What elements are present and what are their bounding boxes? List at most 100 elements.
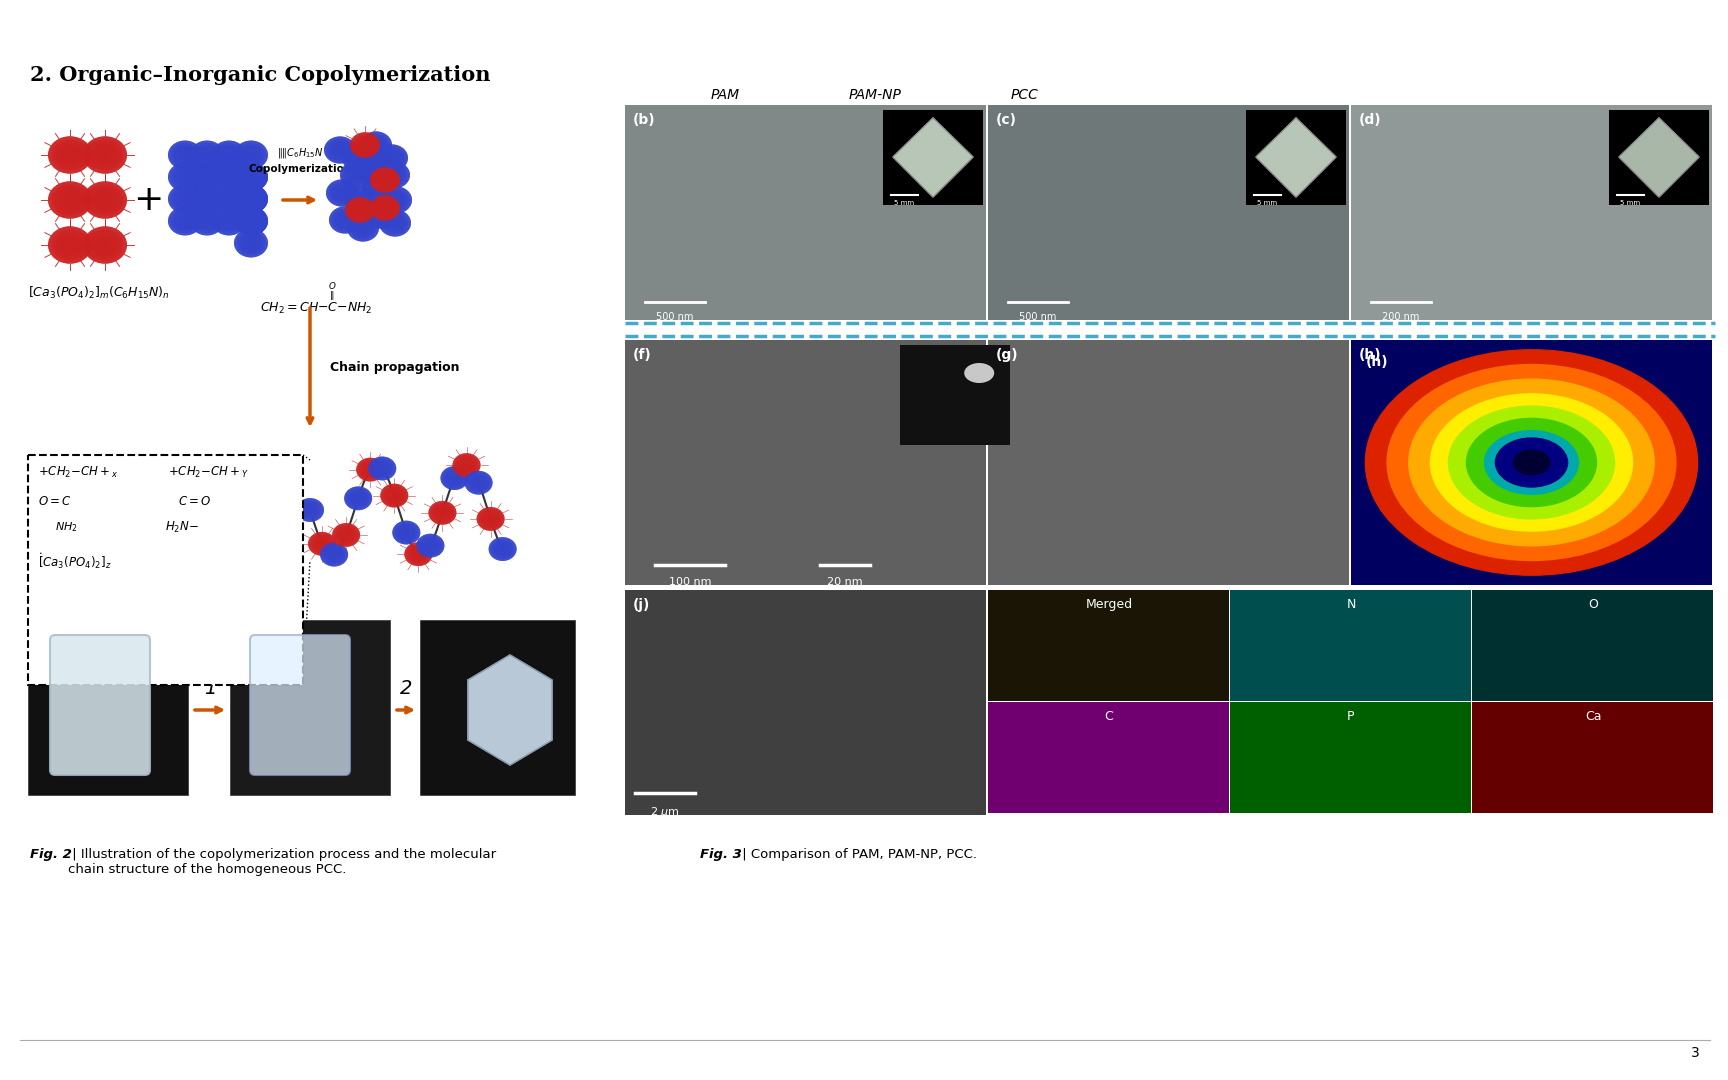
- Ellipse shape: [325, 136, 356, 163]
- Ellipse shape: [354, 136, 375, 153]
- Text: 1: 1: [204, 679, 216, 698]
- Ellipse shape: [202, 194, 213, 204]
- Ellipse shape: [346, 198, 375, 222]
- Ellipse shape: [194, 210, 221, 233]
- Text: | Illustration of the copolymerization process and the molecular
chain structure: | Illustration of the copolymerization p…: [67, 848, 496, 876]
- Ellipse shape: [435, 507, 449, 518]
- Ellipse shape: [365, 201, 397, 229]
- Ellipse shape: [327, 549, 340, 561]
- Ellipse shape: [358, 138, 372, 151]
- Ellipse shape: [361, 157, 387, 179]
- Circle shape: [1448, 406, 1614, 518]
- Ellipse shape: [242, 148, 259, 162]
- Ellipse shape: [102, 242, 109, 247]
- Bar: [1472, 702, 1712, 813]
- Ellipse shape: [183, 197, 188, 201]
- Ellipse shape: [389, 193, 404, 206]
- Ellipse shape: [458, 457, 475, 473]
- Ellipse shape: [90, 188, 119, 213]
- Ellipse shape: [323, 544, 346, 565]
- Ellipse shape: [237, 143, 264, 167]
- Ellipse shape: [494, 541, 511, 557]
- Ellipse shape: [175, 189, 197, 208]
- Ellipse shape: [356, 206, 365, 214]
- Ellipse shape: [62, 239, 78, 251]
- Ellipse shape: [233, 206, 268, 235]
- Ellipse shape: [370, 167, 399, 192]
- Ellipse shape: [335, 146, 346, 154]
- Ellipse shape: [342, 164, 370, 186]
- Ellipse shape: [380, 204, 391, 212]
- Ellipse shape: [370, 206, 392, 224]
- Bar: [1472, 590, 1712, 701]
- Ellipse shape: [299, 500, 321, 519]
- Ellipse shape: [48, 136, 92, 174]
- Ellipse shape: [233, 163, 268, 191]
- Ellipse shape: [308, 532, 335, 556]
- Ellipse shape: [373, 143, 378, 147]
- Ellipse shape: [353, 134, 377, 156]
- Text: (b): (b): [632, 113, 655, 127]
- Ellipse shape: [411, 549, 425, 561]
- Ellipse shape: [190, 163, 225, 191]
- Ellipse shape: [213, 163, 245, 191]
- Text: 2 $\mu$m: 2 $\mu$m: [650, 805, 679, 819]
- Ellipse shape: [90, 232, 119, 257]
- Ellipse shape: [351, 132, 380, 158]
- Polygon shape: [468, 654, 551, 765]
- Circle shape: [1498, 441, 1564, 485]
- Ellipse shape: [384, 166, 404, 184]
- Ellipse shape: [392, 521, 420, 544]
- Polygon shape: [1619, 118, 1699, 197]
- Text: $+CH_2{-}CH+_x$: $+CH_2{-}CH+_x$: [38, 465, 119, 481]
- Ellipse shape: [453, 454, 480, 477]
- Ellipse shape: [242, 192, 259, 206]
- Ellipse shape: [214, 165, 244, 189]
- Ellipse shape: [240, 212, 263, 230]
- Ellipse shape: [339, 529, 353, 541]
- Ellipse shape: [245, 173, 256, 181]
- Ellipse shape: [98, 239, 112, 251]
- Ellipse shape: [62, 149, 78, 161]
- Ellipse shape: [98, 194, 112, 206]
- Ellipse shape: [242, 214, 259, 228]
- Bar: [900, 345, 1009, 445]
- Ellipse shape: [52, 229, 88, 260]
- Ellipse shape: [233, 185, 268, 214]
- Ellipse shape: [359, 140, 370, 149]
- Ellipse shape: [332, 184, 353, 202]
- Ellipse shape: [391, 218, 401, 228]
- Ellipse shape: [240, 212, 263, 230]
- Ellipse shape: [448, 472, 461, 484]
- Ellipse shape: [240, 167, 263, 187]
- Ellipse shape: [327, 138, 353, 161]
- Ellipse shape: [368, 468, 372, 471]
- Ellipse shape: [378, 210, 411, 237]
- Ellipse shape: [366, 465, 375, 473]
- Ellipse shape: [340, 161, 372, 189]
- Ellipse shape: [86, 229, 123, 260]
- Ellipse shape: [349, 490, 368, 507]
- Ellipse shape: [183, 175, 188, 179]
- Ellipse shape: [48, 227, 92, 264]
- Text: (d): (d): [1358, 113, 1382, 127]
- Ellipse shape: [461, 461, 472, 469]
- Ellipse shape: [190, 185, 225, 214]
- Ellipse shape: [465, 463, 468, 467]
- Ellipse shape: [221, 170, 237, 184]
- Ellipse shape: [202, 216, 213, 226]
- Ellipse shape: [416, 534, 444, 557]
- Ellipse shape: [429, 501, 456, 525]
- Ellipse shape: [380, 187, 411, 214]
- Ellipse shape: [351, 132, 380, 158]
- Ellipse shape: [368, 164, 378, 173]
- Ellipse shape: [416, 534, 444, 557]
- Ellipse shape: [199, 192, 216, 206]
- Ellipse shape: [95, 191, 116, 210]
- Ellipse shape: [223, 150, 235, 160]
- Ellipse shape: [382, 206, 387, 210]
- Ellipse shape: [59, 191, 81, 210]
- Ellipse shape: [226, 175, 232, 179]
- Ellipse shape: [245, 216, 256, 226]
- Ellipse shape: [302, 504, 316, 516]
